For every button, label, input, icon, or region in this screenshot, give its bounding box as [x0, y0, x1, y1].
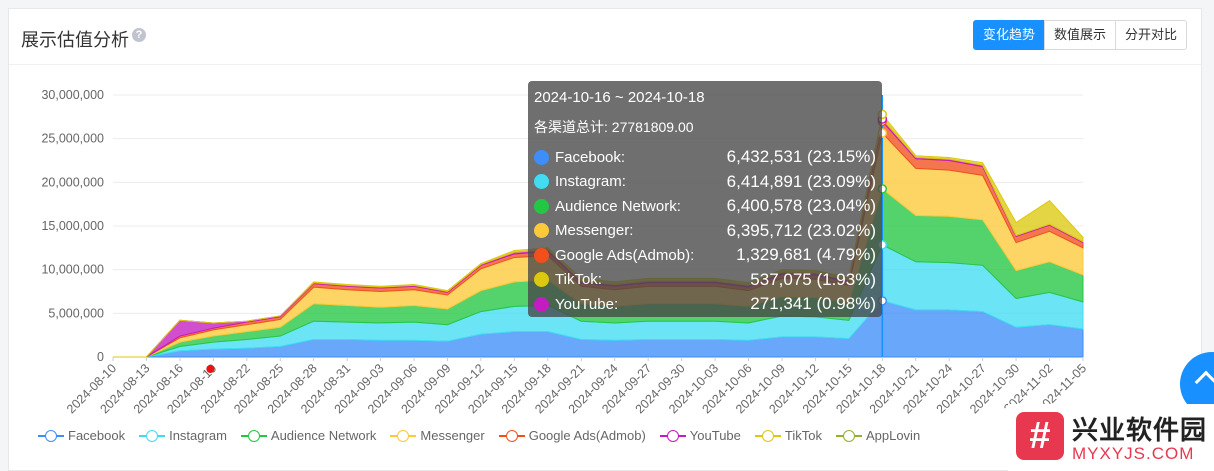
legend-label: Google Ads(Admob) [528, 428, 646, 443]
tooltip-series-value: 6,414,891 (23.09%) [726, 171, 876, 191]
y-tick-label: 20,000,000 [41, 175, 104, 189]
tooltip-color-dot [534, 247, 549, 263]
legend-label: Facebook [68, 428, 126, 443]
y-tick-label: 25,000,000 [41, 132, 104, 146]
tooltip-series-value: 537,075 (1.93%) [750, 269, 876, 289]
tooltip-series-name: Facebook: [555, 148, 626, 166]
legend-marker-icon [390, 429, 417, 442]
watermark-cn-text: 兴业软件园 [1072, 415, 1208, 445]
tooltip-series-name: TikTok: [555, 271, 602, 289]
view-mode-toggle: 变化趋势 数值展示 分开对比 [972, 20, 1187, 50]
tooltip-series-name: YouTube: [555, 295, 619, 313]
tooltip-row: Instagram: 6,414,891 (23.09%) [534, 170, 876, 195]
legend-item[interactable]: Audience Network [240, 428, 377, 443]
legend-item[interactable]: Facebook [38, 428, 125, 443]
tooltip-row: Messenger: 6,395,712 (23.02%) [534, 219, 876, 244]
tooltip-row: TikTok: 537,075 (1.93%) [534, 268, 876, 293]
legend-marker-icon [754, 429, 781, 442]
legend-item[interactable]: Google Ads(Admob) [498, 428, 646, 443]
trend-view-button[interactable]: 变化趋势 [972, 20, 1045, 50]
legend-label: Messenger [420, 428, 485, 443]
tooltip-color-dot [534, 296, 549, 312]
legend-label: Instagram [169, 428, 227, 443]
y-tick-label: 0 [97, 350, 104, 364]
tooltip-color-dot [534, 272, 549, 288]
tooltip-series-value: 6,432,531 (23.15%) [726, 147, 876, 167]
legend-label: Audience Network [270, 428, 377, 443]
y-tick-label: 10,000,000 [41, 263, 104, 277]
arrow-up-icon [1194, 370, 1214, 394]
legend-item[interactable]: Instagram [139, 428, 227, 443]
tooltip-series-value: 1,329,681 (4.79%) [736, 245, 876, 265]
legend-marker-icon [835, 429, 862, 442]
tooltip-range: 2024-10-16 ~ 2024-10-18 [534, 89, 705, 106]
compare-view-button[interactable]: 分开对比 [1114, 20, 1187, 50]
annotation-dot [206, 365, 215, 373]
question-circle-icon[interactable]: ? [132, 28, 146, 42]
tooltip-series-value: 271,341 (0.98%) [750, 294, 876, 314]
legend-marker-icon [139, 429, 166, 442]
y-tick-label: 15,000,000 [41, 219, 104, 233]
tooltip-row: Audience Network: 6,400,578 (23.04%) [534, 194, 876, 219]
legend-marker-icon [240, 429, 267, 442]
watermark: # 兴业软件园 MYXYJS.COM [1008, 404, 1214, 471]
card-header: 展示估值分析 ? 变化趋势 数值展示 分开对比 [9, 9, 1201, 65]
value-view-button[interactable]: 数值展示 [1043, 20, 1116, 50]
tooltip-series-name: Google Ads(Admob): [555, 246, 695, 264]
tooltip-color-dot [534, 223, 549, 239]
tooltip-series-name: Instagram: [555, 173, 626, 191]
legend-label: AppLovin [865, 428, 921, 443]
tooltip-color-dot [534, 198, 549, 214]
legend-marker-icon [659, 429, 686, 442]
legend-label: TikTok [784, 428, 822, 443]
watermark-en-text: MYXYJS.COM [1072, 444, 1195, 463]
tooltip-color-dot [534, 174, 549, 190]
y-tick-label: 30,000,000 [41, 88, 104, 102]
tooltip-row: Google Ads(Admob): 1,329,681 (4.79%) [534, 243, 876, 268]
legend-item[interactable]: Messenger [390, 428, 485, 443]
card-title: 展示估值分析 [21, 30, 129, 50]
tooltip-series-value: 6,400,578 (23.04%) [726, 196, 876, 216]
tooltip-row: YouTube: 271,341 (0.98%) [534, 292, 876, 317]
chart-tooltip: 2024-10-16 ~ 2024-10-18 各渠道总计: 27781809.… [528, 81, 882, 317]
tooltip-row: Facebook: 6,432,531 (23.15%) [534, 145, 876, 170]
legend-item[interactable]: AppLovin [835, 428, 921, 443]
tooltip-total: 各渠道总计: 27781809.00 [534, 119, 694, 135]
legend-marker-icon [38, 429, 64, 442]
legend-label: YouTube [689, 428, 741, 443]
area-tiktok [113, 113, 1084, 358]
watermark-logo: # [1016, 412, 1064, 460]
chart-legend: Facebook Instagram Audience Network Messeng… [38, 428, 934, 443]
legend-item[interactable]: TikTok [754, 428, 822, 443]
legend-item[interactable]: YouTube [659, 428, 741, 443]
tooltip-color-dot [534, 149, 549, 165]
tooltip-series-name: Audience Network: [555, 197, 681, 215]
y-tick-label: 5,000,000 [48, 306, 104, 320]
tooltip-series-name: Messenger: [555, 222, 634, 240]
legend-marker-icon [498, 429, 525, 442]
tooltip-series-value: 6,395,712 (23.02%) [726, 220, 876, 240]
